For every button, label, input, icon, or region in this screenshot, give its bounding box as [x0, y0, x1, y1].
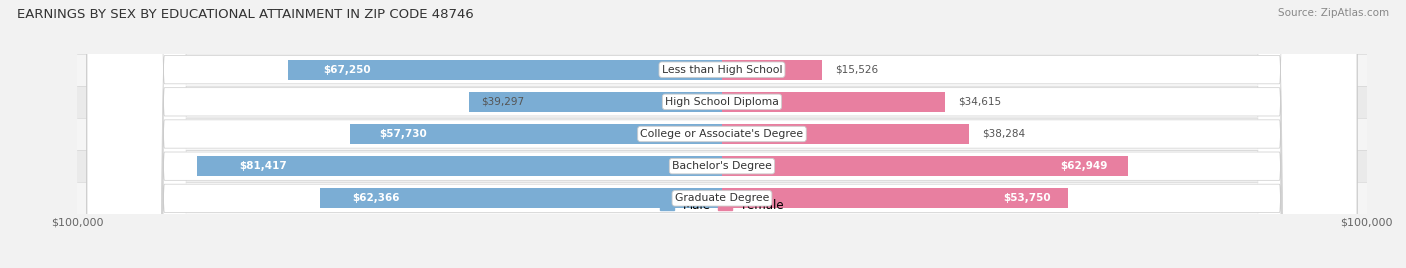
Text: $62,366: $62,366 — [352, 193, 399, 203]
Bar — [321, 188, 723, 208]
Text: $81,417: $81,417 — [239, 161, 287, 171]
Text: EARNINGS BY SEX BY EDUCATIONAL ATTAINMENT IN ZIP CODE 48746: EARNINGS BY SEX BY EDUCATIONAL ATTAINMEN… — [17, 8, 474, 21]
Text: High School Diploma: High School Diploma — [665, 97, 779, 107]
Bar — [77, 118, 1367, 150]
Text: $62,949: $62,949 — [1060, 161, 1108, 171]
FancyBboxPatch shape — [87, 0, 1357, 268]
Bar — [723, 60, 823, 80]
Text: Source: ZipAtlas.com: Source: ZipAtlas.com — [1278, 8, 1389, 18]
Text: College or Associate's Degree: College or Associate's Degree — [640, 129, 804, 139]
Bar — [350, 124, 723, 144]
FancyBboxPatch shape — [87, 0, 1357, 268]
Bar — [468, 92, 723, 112]
FancyBboxPatch shape — [87, 0, 1357, 268]
Bar — [723, 188, 1069, 208]
Bar — [77, 182, 1367, 214]
Text: Less than High School: Less than High School — [662, 65, 782, 75]
FancyBboxPatch shape — [90, 0, 1354, 268]
Text: $57,730: $57,730 — [380, 129, 427, 139]
Bar — [77, 86, 1367, 118]
FancyBboxPatch shape — [87, 0, 1357, 268]
Text: $38,284: $38,284 — [981, 129, 1025, 139]
Bar — [723, 124, 969, 144]
Bar — [723, 92, 945, 112]
Text: Graduate Degree: Graduate Degree — [675, 193, 769, 203]
Text: $53,750: $53,750 — [1004, 193, 1052, 203]
Text: $67,250: $67,250 — [323, 65, 371, 75]
Bar — [77, 150, 1367, 182]
FancyBboxPatch shape — [90, 0, 1354, 268]
Text: $34,615: $34,615 — [957, 97, 1001, 107]
Text: $15,526: $15,526 — [835, 65, 879, 75]
FancyBboxPatch shape — [87, 0, 1357, 268]
Bar — [197, 156, 723, 176]
Bar — [288, 60, 723, 80]
FancyBboxPatch shape — [90, 0, 1354, 268]
Bar — [723, 156, 1128, 176]
Text: $39,297: $39,297 — [481, 97, 524, 107]
Legend: Male, Female: Male, Female — [655, 194, 789, 217]
FancyBboxPatch shape — [90, 0, 1354, 268]
FancyBboxPatch shape — [90, 0, 1354, 268]
Bar — [77, 54, 1367, 86]
Text: Bachelor's Degree: Bachelor's Degree — [672, 161, 772, 171]
